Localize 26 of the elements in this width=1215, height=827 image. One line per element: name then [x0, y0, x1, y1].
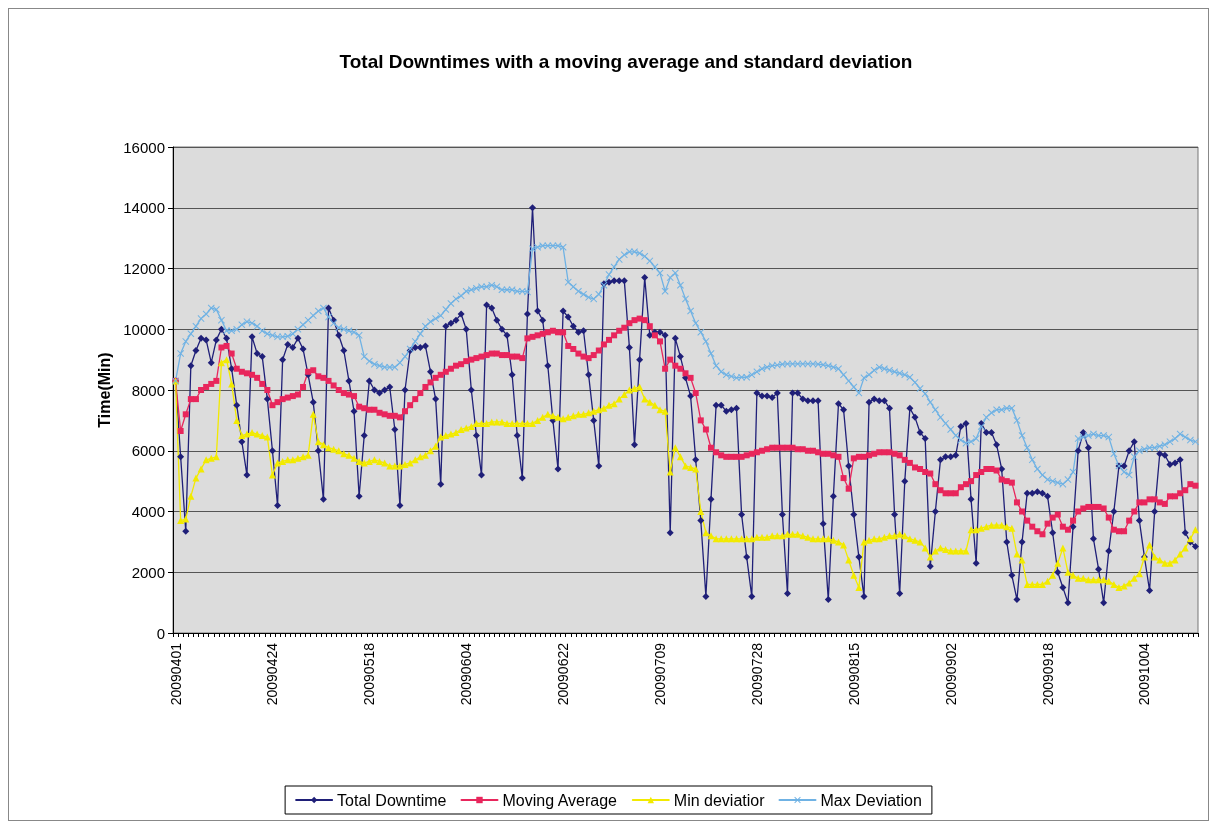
- y-tick-label: 6000: [131, 442, 165, 460]
- x-tick-label: 20091004: [1136, 642, 1153, 706]
- x-tick-label: 20090902: [942, 642, 959, 706]
- y-tick-label: 8000: [131, 381, 165, 399]
- x-tick-label: 20090622: [555, 642, 572, 706]
- x-tick-label: 20090728: [748, 642, 765, 706]
- x-tick-label: 20090424: [264, 642, 281, 706]
- legend-label: Min deviatior: [673, 791, 766, 809]
- x-tick-label: 20090401: [167, 642, 184, 706]
- y-tick-label: 16000: [123, 138, 165, 156]
- legend-label: Max Deviation: [820, 791, 922, 809]
- y-tick-label: 4000: [131, 503, 165, 520]
- x-tick-label: 20090604: [458, 642, 475, 706]
- y-tick-label: 14000: [123, 199, 165, 217]
- x-tick-label: 20090709: [652, 642, 668, 706]
- x-tick-label: 20090815: [845, 642, 862, 706]
- y-tick-label: 12000: [123, 260, 165, 277]
- chart-title: Total Downtimes with a moving average and standard deviation: [339, 51, 913, 72]
- legend-label: Total Downtime: [337, 791, 447, 809]
- x-tick-label: 20090918: [1039, 642, 1056, 706]
- y-tick-label: 10000: [123, 320, 165, 338]
- y-tick-label: 2000: [131, 563, 165, 581]
- y-tick-label: 0: [156, 624, 165, 642]
- y-axis-title: Time(Min): [95, 352, 113, 428]
- legend-label: Moving Average: [502, 791, 618, 809]
- x-tick-label: 20090518: [361, 642, 378, 706]
